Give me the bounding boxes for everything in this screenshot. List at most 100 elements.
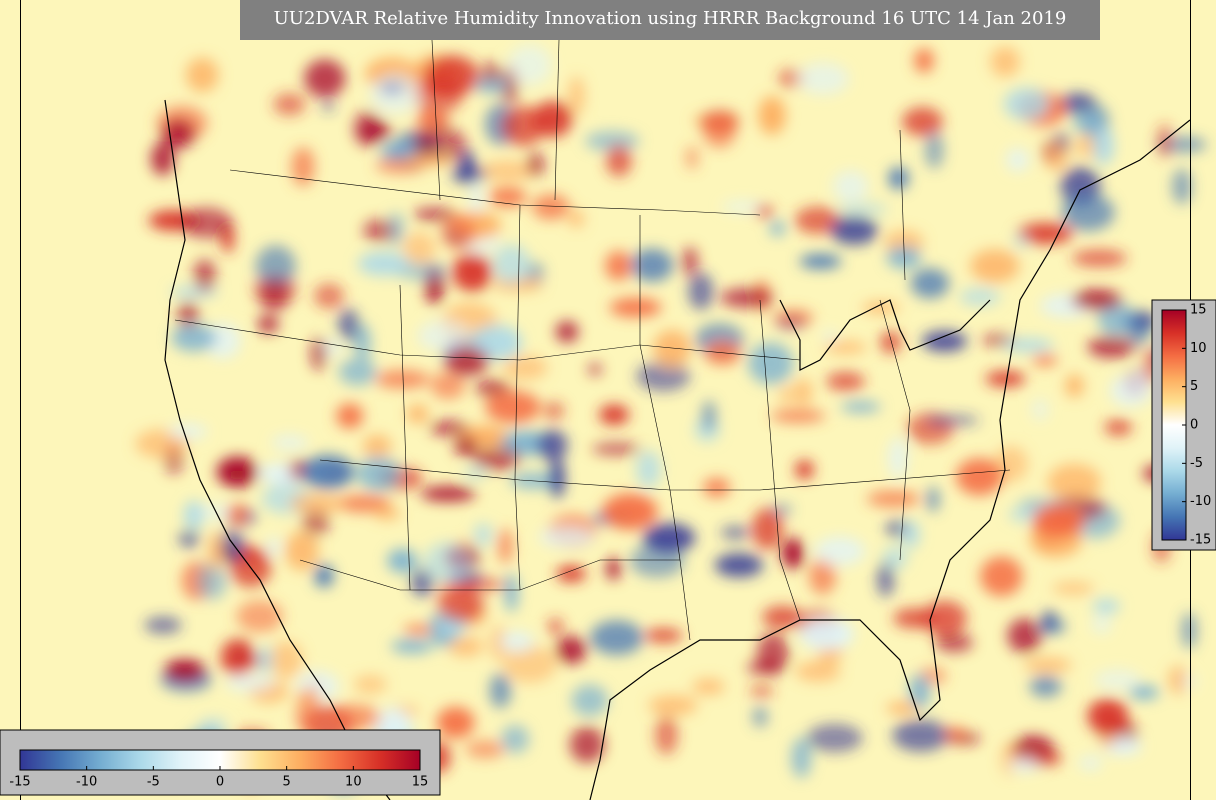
colorbar-tick-label: 5 <box>1190 379 1198 394</box>
field-blob <box>289 493 345 514</box>
field-blob <box>236 600 283 633</box>
field-blob <box>388 212 404 246</box>
field-blob <box>752 706 768 728</box>
field-blob <box>362 434 392 458</box>
field-blob <box>924 131 944 169</box>
field-blob <box>1071 290 1122 310</box>
field-blob <box>935 633 974 653</box>
field-blob <box>877 562 895 598</box>
field-blob <box>762 605 803 629</box>
field-blob <box>369 72 422 115</box>
field-blob <box>985 371 1026 387</box>
field-blob <box>990 46 1020 78</box>
field-blob <box>606 144 632 177</box>
field-blob <box>178 529 200 548</box>
field-blob <box>702 400 716 432</box>
field-blob <box>1104 419 1133 436</box>
field-blob <box>832 170 869 202</box>
field-blob <box>606 557 621 581</box>
field-blob <box>446 347 490 375</box>
field-blob <box>171 324 217 352</box>
field-blob <box>585 131 640 152</box>
field-blob <box>644 628 683 643</box>
field-blob <box>980 556 1023 597</box>
field-blob <box>599 404 630 425</box>
field-blob <box>356 456 401 492</box>
field-blob <box>1109 374 1152 407</box>
field-blob <box>688 272 714 310</box>
field-blob <box>472 446 521 471</box>
colorbar-tick-label: -15 <box>1190 533 1211 548</box>
colorbar-tick-label: -10 <box>76 775 97 790</box>
field-blob <box>183 500 205 530</box>
field-blob <box>359 120 391 142</box>
field-blob <box>463 467 488 479</box>
field-blob <box>643 523 696 553</box>
field-blob <box>1006 148 1030 172</box>
field-blob <box>970 249 1020 283</box>
field-blob <box>902 520 920 549</box>
field-blob <box>460 149 475 187</box>
field-blob <box>390 639 433 654</box>
field-blob <box>1073 110 1105 135</box>
colorbar-tick-label: -5 <box>147 775 160 790</box>
field-blob <box>271 434 309 451</box>
field-blob <box>181 207 232 239</box>
field-blob <box>1097 302 1135 336</box>
colorbar-tick-label: 5 <box>283 775 291 790</box>
field-blob <box>225 673 276 692</box>
field-blob <box>436 706 475 739</box>
field-blob <box>758 96 786 135</box>
field-blob <box>177 300 199 330</box>
field-blob <box>588 363 602 376</box>
field-blob <box>1032 354 1058 366</box>
field-blob <box>430 371 466 400</box>
field-blob <box>547 618 564 635</box>
field-blob <box>824 341 867 354</box>
field-blob <box>441 214 476 250</box>
field-blob <box>161 118 196 149</box>
field-blob <box>353 675 387 694</box>
field-blob <box>304 59 346 98</box>
field-blob <box>539 526 595 548</box>
field-blob <box>1091 615 1112 634</box>
field-blob <box>886 702 920 714</box>
field-blob <box>1017 222 1073 245</box>
field-blob <box>302 508 330 536</box>
field-blob <box>311 337 327 371</box>
field-blob <box>605 250 632 281</box>
field-blob <box>550 458 565 499</box>
field-blob <box>692 678 725 695</box>
field-blob <box>795 460 814 480</box>
colorbar-tick-label: 15 <box>412 775 429 790</box>
field-blob <box>720 288 774 308</box>
field-blob <box>702 477 731 498</box>
field-blob <box>830 216 878 245</box>
field-blob <box>795 661 841 682</box>
field-blob <box>454 437 478 456</box>
field-blob <box>814 536 866 566</box>
colorbar-tick-label: -5 <box>1190 456 1203 471</box>
field-blob <box>1079 755 1102 771</box>
field-blob <box>424 55 480 97</box>
field-blob <box>475 380 510 396</box>
field-blob <box>749 684 774 698</box>
field-blob <box>373 507 401 520</box>
field-blob <box>1087 335 1136 358</box>
map-title: UU2DVAR Relative Humidity Innovation usi… <box>274 8 1067 29</box>
field-blob <box>537 429 568 461</box>
field-blob <box>321 100 335 112</box>
field-blob <box>555 636 587 664</box>
field-blob <box>809 557 836 595</box>
field-blob <box>799 254 842 269</box>
field-blob <box>448 636 484 657</box>
field-blob <box>469 180 483 222</box>
field-blob <box>636 361 690 392</box>
field-blob <box>420 486 476 502</box>
field-blob <box>720 526 751 540</box>
field-blob <box>806 723 863 753</box>
colorbar-tick-label: 0 <box>1190 418 1198 433</box>
field-blob <box>497 528 514 564</box>
field-blob <box>609 298 662 318</box>
field-blob <box>258 280 291 311</box>
